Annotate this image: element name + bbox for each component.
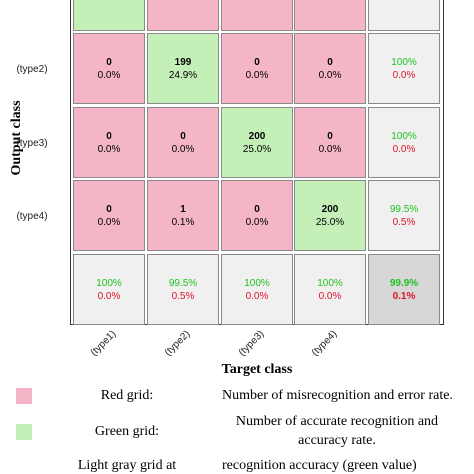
cell-count: 200 — [321, 204, 339, 215]
cell-percent: 0.0% — [245, 291, 269, 302]
cell-count: 0 — [327, 131, 333, 142]
cell-count: 99.5% — [389, 204, 419, 215]
matrix-cell: 0 0.0% — [294, 107, 366, 178]
matrix-cell: 0 0.0% — [221, 33, 293, 104]
cell-count: 0 — [106, 57, 112, 68]
column-label: (type1) — [88, 328, 119, 359]
confusion-matrix: 25.0%0.0%0.0%0.0%0.0%00.0%19924.9%00.0%0… — [70, 0, 444, 325]
cell-percent: 0.0% — [392, 70, 416, 81]
cell-percent: 0.0% — [97, 70, 121, 81]
cell-count: 0 — [327, 57, 333, 68]
cell-percent: 0.0% — [318, 291, 342, 302]
matrix-cell: 0.0% — [147, 0, 219, 31]
matrix-cell: 100% 0.0% — [294, 254, 366, 325]
matrix-cell: 0 0.0% — [73, 180, 145, 251]
column-label: (type4) — [309, 328, 340, 359]
legend-name: Light gray grid at — [77, 458, 177, 473]
matrix-cell: 25.0% — [73, 0, 145, 31]
cell-count: 100% — [391, 57, 417, 68]
cell-count: 0 — [180, 131, 186, 142]
row-label: (type2) — [16, 64, 48, 75]
cell-percent: 0.0% — [245, 70, 269, 81]
matrix-cell: 0 0.0% — [294, 33, 366, 104]
matrix-cell: 99.9% 0.1% — [368, 254, 440, 325]
cell-count: 1 — [180, 204, 186, 215]
cell-percent: 0.0% — [171, 144, 195, 155]
cell-percent: 0.0% — [318, 70, 342, 81]
matrix-cell: 0.0% — [294, 0, 366, 31]
cell-count: 99.9% — [389, 278, 419, 289]
cell-count: 0 — [106, 131, 112, 142]
matrix-cell: 0 0.0% — [221, 180, 293, 251]
cell-count: 100% — [96, 278, 122, 289]
matrix-cell: 0 0.0% — [147, 107, 219, 178]
cell-count: 100% — [244, 278, 270, 289]
legend-name: Green grid: — [94, 424, 160, 439]
matrix-cell: 0 0.0% — [73, 107, 145, 178]
cell-percent: 0.0% — [97, 217, 121, 228]
matrix-cell: 200 25.0% — [221, 107, 293, 178]
matrix-cell: 0.0% — [221, 0, 293, 31]
matrix-cell: 199 24.9% — [147, 33, 219, 104]
matrix-cell: 100% 0.0% — [368, 107, 440, 178]
matrix-cell: 100% 0.0% — [221, 254, 293, 325]
cell-percent: 0.0% — [392, 144, 416, 155]
matrix-cell: 1 0.1% — [147, 180, 219, 251]
cell-count: 200 — [248, 131, 266, 142]
cell-count: 0 — [106, 204, 112, 215]
matrix-cell: 0.0% — [368, 0, 440, 31]
matrix-cell: 99.5% 0.5% — [368, 180, 440, 251]
matrix-cell: 100% 0.0% — [368, 33, 440, 104]
cell-count: 100% — [391, 131, 417, 142]
cell-count: 99.5% — [168, 278, 198, 289]
cell-percent: 24.9% — [168, 70, 198, 81]
cell-count: 0 — [254, 204, 260, 215]
column-label: (type2) — [162, 328, 193, 359]
x-axis-title: Target class — [221, 362, 293, 377]
cell-percent: 25.0% — [242, 144, 272, 155]
cell-percent: 0.1% — [171, 217, 195, 228]
cell-percent: 0.0% — [97, 144, 121, 155]
legend-description: Number of accurate recognition and accur… — [235, 414, 439, 448]
cell-percent: 25.0% — [315, 217, 345, 228]
matrix-cell: 100% 0.0% — [73, 254, 145, 325]
cell-percent: 0.5% — [171, 291, 195, 302]
cell-percent: 0.0% — [318, 144, 342, 155]
cell-percent: 0.0% — [245, 217, 269, 228]
cell-percent: 0.5% — [392, 217, 416, 228]
row-label: (type3) — [16, 138, 48, 149]
matrix-cell: 200 25.0% — [294, 180, 366, 251]
cell-count: 0 — [254, 57, 260, 68]
cell-percent: 0.0% — [97, 291, 121, 302]
legend-name: Red grid: — [100, 388, 154, 403]
column-label: (type3) — [236, 328, 267, 359]
matrix-cell: 0 0.0% — [73, 33, 145, 104]
legend-swatch — [16, 424, 32, 440]
legend-swatch — [16, 388, 32, 404]
legend-description: Number of misrecognition and error rate. — [222, 388, 453, 403]
row-label: (type4) — [16, 211, 48, 222]
legend-description: recognition accuracy (green value) — [222, 458, 417, 473]
matrix-cell: 99.5% 0.5% — [147, 254, 219, 325]
cell-percent: 0.1% — [392, 291, 416, 302]
cell-count: 199 — [174, 57, 192, 68]
cell-count: 100% — [317, 278, 343, 289]
